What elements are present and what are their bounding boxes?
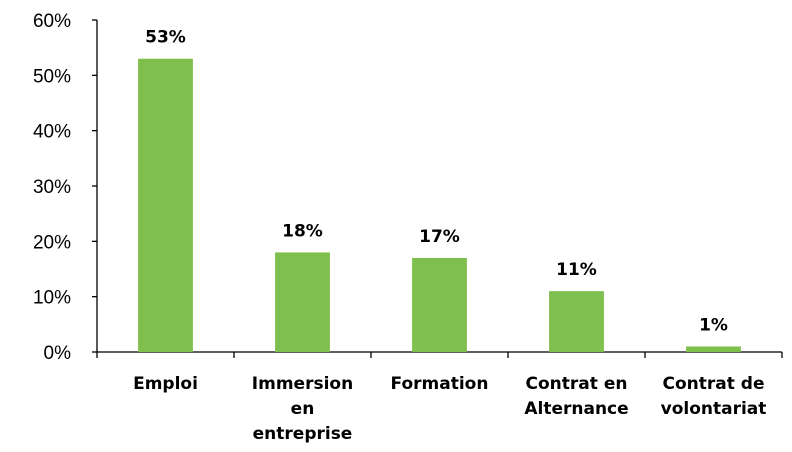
- y-axis: 0% 10% 20% 30% 40% 50% 60%: [33, 11, 98, 364]
- bar: [549, 291, 604, 352]
- x-axis: [96, 351, 783, 358]
- category-label: entreprise: [253, 424, 353, 444]
- y-tick-label: 30%: [33, 177, 71, 198]
- category-label: Emploi: [133, 374, 198, 394]
- bar: [686, 346, 741, 352]
- category-label: Immersion: [252, 374, 353, 394]
- data-label: 11%: [556, 260, 597, 280]
- data-labels: 53% 18% 17% 11% 1%: [145, 28, 728, 336]
- bar: [412, 257, 467, 352]
- data-label: 1%: [699, 315, 728, 335]
- y-tick-label: 10%: [33, 288, 71, 309]
- y-tick-label: 50%: [33, 66, 71, 87]
- data-label: 17%: [419, 227, 460, 247]
- y-tick-label: 0%: [44, 343, 72, 364]
- y-tick-label: 60%: [33, 11, 71, 32]
- category-label: volontariat: [661, 399, 767, 419]
- bar: [138, 58, 193, 352]
- category-label: en: [291, 399, 315, 419]
- data-label: 53%: [145, 28, 186, 48]
- bar: [275, 252, 330, 352]
- y-tick-label: 40%: [33, 122, 71, 143]
- category-label: Contrat de: [663, 374, 765, 394]
- bars: [138, 58, 741, 352]
- category-label: Formation: [391, 374, 489, 394]
- category-label: Alternance: [524, 399, 628, 419]
- category-label: Contrat en: [526, 374, 628, 394]
- category-labels: Emploi Immersion en entreprise Formation Cont…: [133, 374, 766, 444]
- data-label: 18%: [282, 221, 323, 241]
- y-tick-label: 20%: [33, 232, 71, 253]
